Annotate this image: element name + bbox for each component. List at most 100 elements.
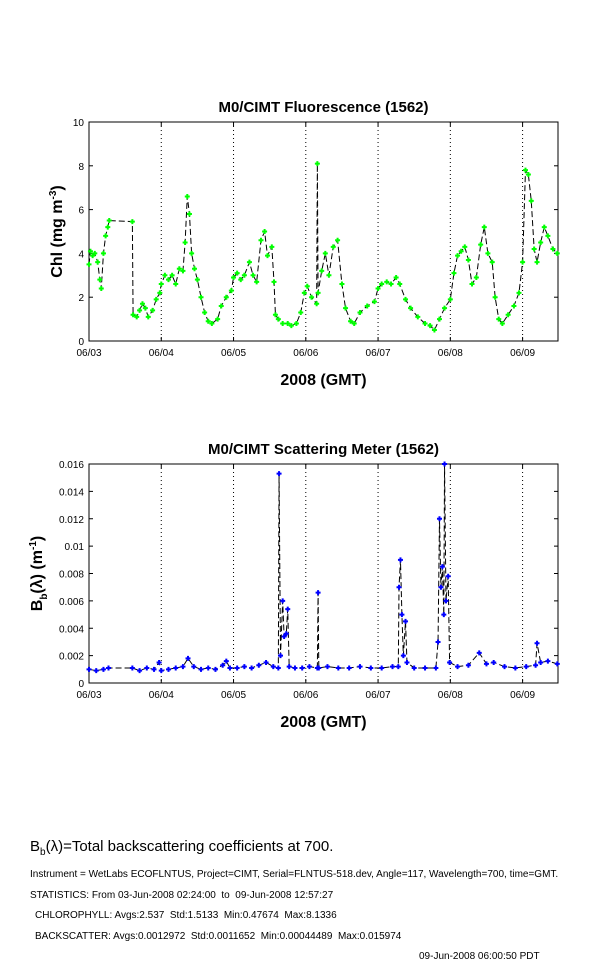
data-point [436, 516, 442, 522]
data-point [256, 662, 262, 668]
y-tick-label: 0 [78, 337, 84, 348]
data-point [505, 312, 511, 318]
backscatter-stats: BACKSCATTER: Avgs:0.0012972 Std:0.001165… [35, 931, 402, 942]
data-point [223, 658, 229, 664]
x-tick-label: 06/09 [510, 348, 535, 359]
instrument-info: Instrument = WetLabs ECOFLNTUS, Project=… [30, 869, 559, 880]
data-point [427, 323, 433, 329]
fluorescence-chart: M0/CIMT Fluorescence (1562) 06/03 06/04 06/… [48, 99, 560, 389]
data-point [280, 320, 286, 326]
data-point [158, 281, 164, 287]
scattering-chart: M0/CIMT Scattering Meter (1562) 06/03 06/0… [28, 441, 560, 731]
y-axis-label-part: -1 [28, 541, 39, 550]
data-point [458, 248, 464, 254]
data-point [100, 250, 106, 256]
data-point [447, 296, 453, 302]
data-point [145, 314, 151, 320]
data-point [281, 633, 287, 639]
data-point [443, 598, 449, 604]
data-point [198, 666, 204, 672]
data-point [280, 598, 286, 604]
series-line [88, 163, 558, 331]
data-point [397, 557, 403, 563]
data-point [411, 665, 417, 671]
data-point [415, 314, 421, 320]
data-point [384, 279, 390, 285]
data-point [393, 274, 399, 280]
data-point [264, 253, 270, 259]
data-point [388, 281, 394, 287]
x-tick-label: 06/05 [221, 348, 246, 359]
data-point [379, 281, 385, 287]
data-point [422, 665, 428, 671]
data-point [92, 250, 98, 256]
x-tick-label: 06/05 [221, 690, 246, 701]
data-point [86, 261, 92, 267]
data-point [390, 664, 396, 670]
data-point [254, 279, 260, 285]
x-axis-label: 2008 (GMT) [280, 714, 366, 731]
data-point [465, 662, 471, 668]
data-point [285, 320, 291, 326]
data-point [483, 661, 489, 667]
data-point [218, 303, 224, 309]
data-point [442, 461, 448, 467]
chart-title: M0/CIMT Scattering Meter (1562) [208, 441, 439, 458]
data-point [176, 266, 182, 272]
y-axis-label-part: Chl (mg m [49, 200, 66, 278]
data-point [404, 659, 410, 665]
data-point [379, 665, 385, 671]
data-point [157, 290, 163, 296]
plot-frame [88, 463, 559, 684]
data-point [499, 320, 505, 326]
chlorophyll-stats: CHLOROPHYLL: Avgs:2.537 Std:1.5133 Min:0… [35, 910, 337, 921]
data-point [269, 244, 275, 250]
data-point [191, 664, 197, 670]
data-point [95, 259, 101, 265]
data-point [192, 266, 198, 272]
data-point [258, 237, 264, 243]
x-tick-label: 06/07 [366, 690, 391, 701]
data-point [129, 665, 135, 671]
x-axis-label: 2008 (GMT) [280, 372, 366, 389]
data-point [531, 246, 537, 252]
data-point [87, 248, 93, 254]
data-point [315, 590, 321, 596]
data-point [106, 665, 112, 671]
x-tick-label: 06/06 [293, 690, 318, 701]
data-point [545, 233, 551, 239]
data-point [322, 250, 328, 256]
data-point [523, 664, 529, 670]
data-point [153, 296, 159, 302]
data-point [491, 659, 497, 665]
data-point [182, 239, 188, 245]
data-point [502, 664, 508, 670]
y-tick-label: 4 [78, 249, 84, 260]
data-point [403, 296, 409, 302]
data-point [545, 658, 551, 664]
data-point [106, 218, 112, 224]
y-tick-label: 0.006 [59, 597, 84, 608]
data-point [173, 665, 179, 671]
data-point [263, 659, 269, 665]
y-tick-label: 0.014 [59, 487, 84, 498]
series-line [88, 463, 558, 672]
data-point [98, 285, 104, 291]
x-tick-label: 06/04 [149, 690, 174, 701]
y-tick-label: 0.016 [59, 460, 84, 471]
data-point [481, 224, 487, 230]
y-tick-label: 0.004 [59, 624, 84, 635]
data-point [315, 290, 321, 296]
data-point [525, 172, 531, 178]
data-point [534, 640, 540, 646]
data-point [231, 274, 237, 280]
data-point [189, 250, 195, 256]
data-point [550, 246, 556, 252]
y-tick-label: 2 [78, 293, 84, 304]
data-point [299, 665, 305, 671]
data-point [511, 303, 517, 309]
data-point [538, 239, 544, 245]
data-point [209, 320, 215, 326]
charts-canvas: M0/CIMT Fluorescence (1562) 06/03 06/04 06/… [28, 99, 560, 731]
data-point [395, 664, 401, 670]
